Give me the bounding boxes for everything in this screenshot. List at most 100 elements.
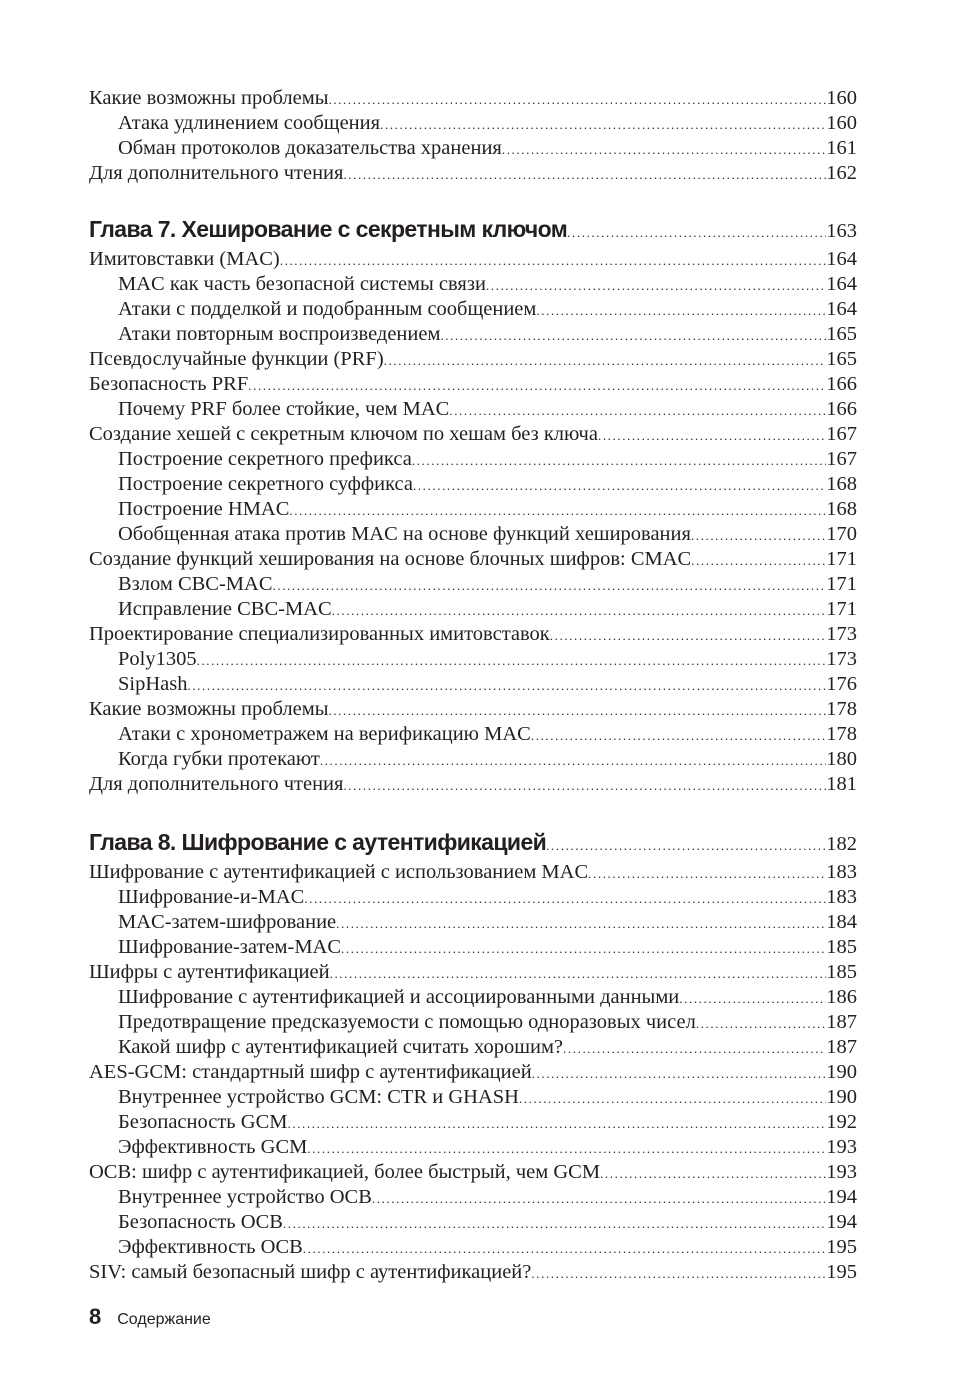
toc-page-number: 171	[826, 598, 857, 620]
toc-page-number: 192	[826, 1111, 857, 1133]
toc-page-number: 187	[826, 1036, 857, 1058]
toc-entry: OCB: шифр с аутентификацией, более быстр…	[89, 1160, 857, 1185]
toc-page-number: 165	[826, 323, 857, 345]
toc-entry: Создание функций хеширования на основе б…	[89, 547, 857, 572]
toc-title: Исправление CBC-MAC	[118, 598, 332, 620]
dot-leader	[546, 832, 826, 856]
page-footer: 8 Содержание	[89, 1304, 211, 1330]
toc-page-number: 165	[826, 348, 857, 370]
toc-page-number: 164	[826, 273, 857, 295]
toc-page-number: 167	[826, 423, 857, 445]
toc-title: Шифрование-затем-MAC	[118, 936, 342, 958]
dot-leader	[273, 573, 827, 597]
toc-subentry: Шифрование с аутентификацией и ассоцииро…	[89, 985, 857, 1010]
toc-title: Шифрование-и-MAC	[118, 886, 305, 908]
toc-page-number: 168	[826, 473, 857, 495]
dot-leader	[343, 773, 826, 797]
toc-page-number: 184	[826, 911, 857, 933]
toc-page-number: 163	[826, 220, 857, 242]
toc-subentry: Эффективность GCM 193	[89, 1135, 857, 1160]
dot-leader	[197, 648, 827, 672]
dot-leader	[330, 961, 827, 985]
toc-entry: Шифрование с аутентификацией с использов…	[89, 860, 857, 885]
dot-leader	[248, 373, 826, 397]
toc-title: Когда губки протекают	[118, 748, 320, 770]
toc-page-number: 170	[826, 523, 857, 545]
dot-leader	[289, 498, 826, 522]
dot-leader	[440, 323, 826, 347]
dot-leader	[328, 698, 826, 722]
toc-page-number: 190	[826, 1086, 857, 1108]
toc-subentry: Внутреннее устройство GCM: CTR и GHASH 19…	[89, 1085, 857, 1110]
toc-subentry: Обман протоколов доказательства хранения…	[89, 136, 857, 161]
toc-title: Какие возможны проблемы	[89, 698, 329, 720]
dot-leader	[384, 348, 827, 372]
toc-subentry: Шифрование-затем-MAC 185	[89, 935, 857, 960]
dot-leader	[598, 423, 826, 447]
toc-page-number: 166	[826, 398, 857, 420]
toc-page-number: 164	[826, 298, 857, 320]
toc-page-number: 194	[826, 1211, 857, 1233]
toc-subentry: Атаки повторным воспроизведением 165	[89, 322, 857, 347]
toc-subentry: Построение HMAC 168	[89, 497, 857, 522]
dot-leader	[679, 986, 826, 1010]
dot-leader	[696, 1011, 826, 1035]
chapter-heading: Глава 8. Шифрование с аутентификацией 182	[89, 828, 857, 856]
toc-title: Для дополнительного чтения	[89, 773, 344, 795]
toc-subentry: Какой шифр с аутентификацией считать хор…	[89, 1035, 857, 1060]
toc-page-number: 185	[826, 961, 857, 983]
toc-subentry: Обобщенная атака против MAC на основе фу…	[89, 522, 857, 547]
toc-page-number: 180	[826, 748, 857, 770]
toc-page-number: 186	[826, 986, 857, 1008]
toc-title: Имитовставки (MAC)	[89, 248, 280, 270]
toc-entry: Шифры с аутентификацией 185	[89, 960, 857, 985]
toc-entry: Какие возможны проблемы 178	[89, 697, 857, 722]
dot-leader	[380, 112, 826, 136]
dot-leader	[502, 137, 826, 161]
toc-title: Атаки с подделкой и подобранным сообщени…	[118, 298, 537, 320]
toc-page-number: 185	[826, 936, 857, 958]
toc-page-number: 173	[826, 648, 857, 670]
toc-subentry: Безопасность OCB 194	[89, 1210, 857, 1235]
dot-leader	[341, 936, 826, 960]
toc-page-number: 187	[826, 1011, 857, 1033]
toc-title: Проектирование специализированных имитов…	[89, 623, 550, 645]
dot-leader	[280, 248, 827, 272]
toc-page-number: 162	[826, 162, 857, 184]
toc-title: Внутреннее устройство OCB	[118, 1186, 372, 1208]
toc-entry: Для дополнительного чтения 181	[89, 772, 857, 797]
dot-leader	[283, 1211, 826, 1235]
dot-leader	[519, 1086, 826, 1110]
toc-subentry: Poly1305 173	[89, 647, 857, 672]
toc-title: Построение секретного суффикса	[118, 473, 413, 495]
dot-leader	[307, 1136, 826, 1160]
toc-subentry: Атака удлинением сообщения 160	[89, 111, 857, 136]
toc-title: AES-GCM: стандартный шифр с аутентификац…	[89, 1061, 532, 1083]
toc-page-number: 194	[826, 1186, 857, 1208]
toc-page-number: 160	[826, 112, 857, 134]
toc-subentry: Исправление CBC-MAC 171	[89, 597, 857, 622]
toc-subentry: Атаки с хронометражем на верификацию MAC…	[89, 722, 857, 747]
toc-title: Предотвращение предсказуемости с помощью…	[118, 1011, 696, 1033]
dot-leader	[588, 861, 826, 885]
dot-leader	[303, 1236, 826, 1260]
toc-page-number: 164	[826, 248, 857, 270]
toc-title: Построение HMAC	[118, 498, 290, 520]
toc-entry: Имитовставки (MAC) 164	[89, 247, 857, 272]
toc-subentry: SipHash 176	[89, 672, 857, 697]
toc-title: SIV: самый безопасный шифр с аутентифика…	[89, 1261, 532, 1283]
toc-title: Почему PRF более стойкие, чем MAC	[118, 398, 450, 420]
toc-title: Обобщенная атака против MAC на основе фу…	[118, 523, 691, 545]
toc-subentry: Предотвращение предсказуемости с помощью…	[89, 1010, 857, 1035]
toc-title: Атака удлинением сообщения	[118, 112, 381, 134]
running-title: Содержание	[117, 1311, 211, 1328]
toc-entry: Для дополнительного чтения 162	[89, 161, 857, 186]
toc-page-number: 190	[826, 1061, 857, 1083]
toc-title: Взлом CBC-MAC	[118, 573, 273, 595]
toc-subentry: Когда губки протекают 180	[89, 747, 857, 772]
toc-title: OCB: шифр с аутентификацией, более быстр…	[89, 1161, 601, 1183]
toc-title: Для дополнительного чтения	[89, 162, 344, 184]
dot-leader	[536, 298, 826, 322]
toc-page-number: 166	[826, 373, 857, 395]
toc-page-number: 171	[826, 573, 857, 595]
